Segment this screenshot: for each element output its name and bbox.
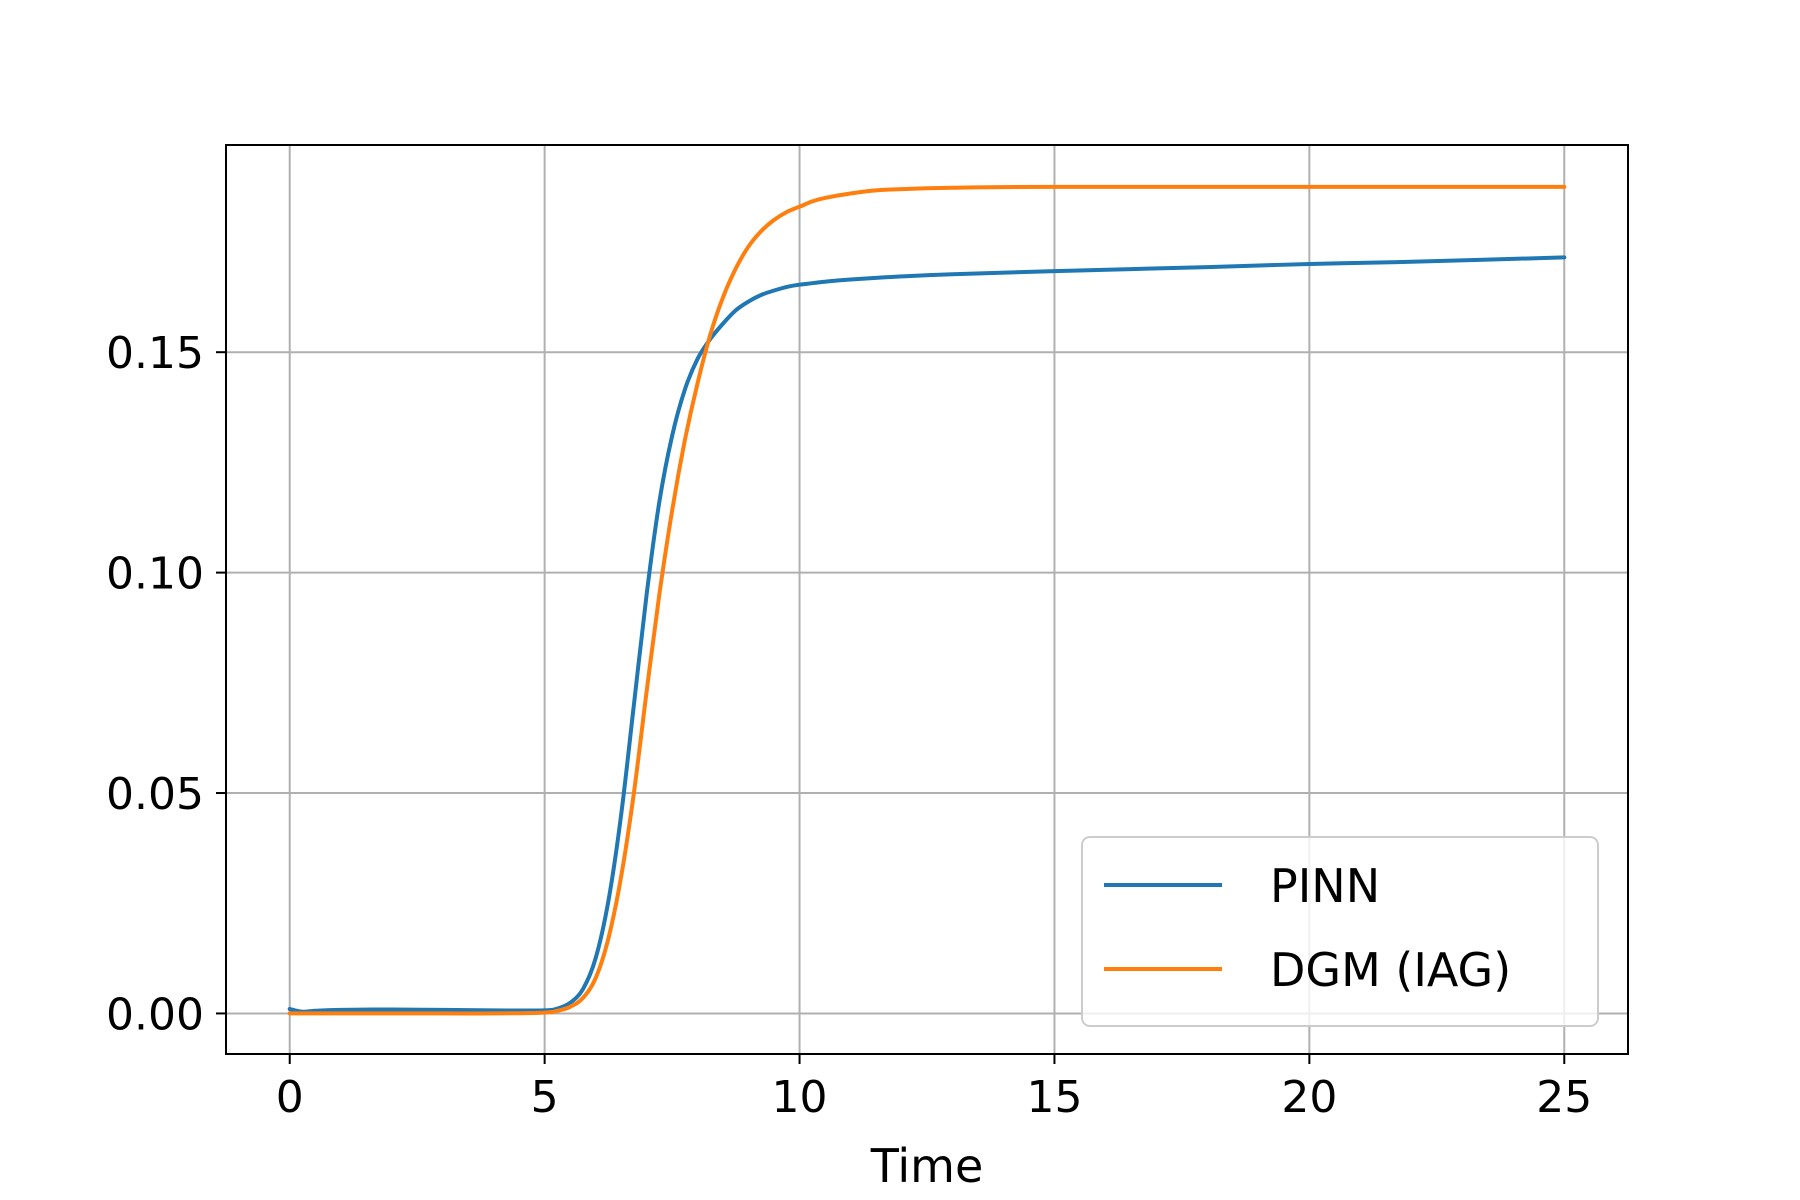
series-line-pinn xyxy=(287,255,1567,1014)
series-lines xyxy=(287,184,1567,1016)
legend-label: PINN xyxy=(1270,859,1380,913)
x-tick-label: 5 xyxy=(531,1072,559,1123)
y-tick-label: 0.05 xyxy=(106,769,204,820)
y-tick-label: 0.00 xyxy=(106,989,204,1040)
x-tick-label: 10 xyxy=(772,1072,828,1123)
legend-label: DGM (IAG) xyxy=(1270,943,1511,997)
x-tick-label: 15 xyxy=(1026,1072,1082,1123)
y-tick-label: 0.10 xyxy=(106,549,204,600)
series-line-dgm-iag xyxy=(287,184,1567,1016)
x-tick-label: 25 xyxy=(1536,1072,1592,1123)
legend: PINN DGM (IAG) xyxy=(1081,836,1599,1027)
x-tick-label: 0 xyxy=(276,1072,304,1123)
plot-area-frame xyxy=(225,144,1629,1055)
x-tick-label: 20 xyxy=(1281,1072,1337,1123)
axis-ticks: 0 5 10 15 20 25 0.00 0.05 0.10 0.15 xyxy=(106,328,1592,1123)
y-tick-label: 0.15 xyxy=(106,328,204,379)
x-axis-label: Time xyxy=(870,1139,984,1193)
